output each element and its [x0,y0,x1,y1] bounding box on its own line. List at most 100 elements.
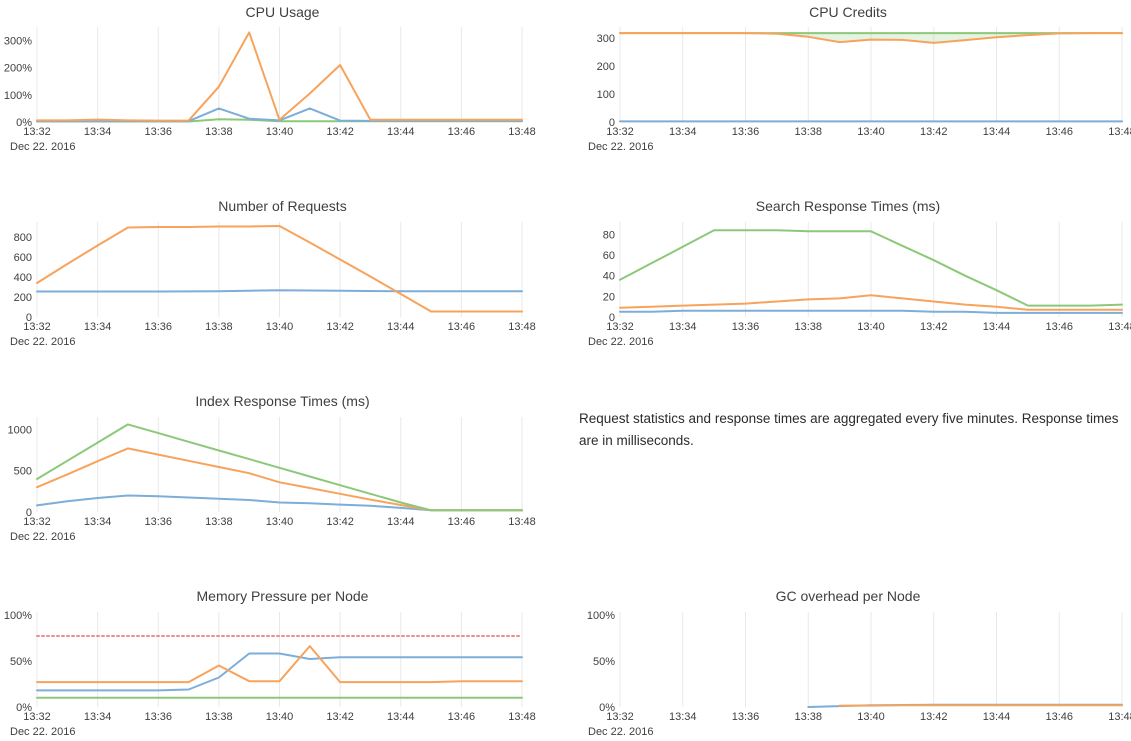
chart-title-memory-pressure: Memory Pressure per Node [196,588,369,604]
x-tick-label: 13:32 [606,711,634,723]
search-response-times-plot: 0 20 40 60 80 13:32 13:34 13:36 13:38 13:40 13:42 1… [588,222,1131,348]
x-tick-label: 13:36 [144,516,172,528]
x-tick-label: 13:42 [920,126,948,138]
x-tick-label: 13:44 [983,126,1011,138]
chart-title-cpu-usage: CPU Usage [245,4,320,20]
date-label: Dec 22. 2016 [10,141,75,153]
x-tick-label: 13:48 [508,126,536,138]
y-tick-label: 600 [14,252,32,264]
x-tick-label: 13:46 [448,126,476,138]
note-text: Request statistics and response times ar… [579,411,1119,448]
y-tick-label: 0 [26,312,32,324]
x-tick-label: 13:48 [508,711,536,723]
x-tick-label: 13:36 [732,711,760,723]
x-tick-label: 13:42 [326,321,354,333]
x-tick-label: 13:34 [669,321,697,333]
y-tick-label: 100 [597,89,615,101]
x-tick-label: 13:38 [205,126,233,138]
date-label: Dec 22. 2016 [588,336,653,348]
x-tick-label: 13:44 [387,711,415,723]
x-tick-label: 13:32 [23,711,51,723]
search-response-times-series-orange [619,294,1123,311]
chart-memory-pressure: Memory Pressure per Node 0% 50% 100% 13:32 1… [0,578,565,741]
y-tick-label: 300% [4,36,32,48]
x-tick-label: 13:42 [326,516,354,528]
chart-number-of-requests: Number of Requests 0 200 400 600 800 13:32 13:… [0,188,565,373]
x-tick-label: 13:40 [266,711,294,723]
cpu-credits-series-orange [619,32,1123,44]
x-tick-label: 13:40 [857,321,885,333]
x-tick-label: 13:32 [23,321,51,333]
y-tick-label: 400 [14,272,32,284]
x-tick-label: 13:32 [23,126,51,138]
y-tick-label: 60 [603,250,615,262]
x-tick-label: 13:38 [205,321,233,333]
y-tick-label: 0 [609,117,615,129]
x-tick-label: 13:44 [387,126,415,138]
index-response-times-series-green [36,423,523,512]
x-tick-label: 13:40 [857,711,885,723]
y-tick-label: 80 [603,229,615,241]
number-of-requests-plot: 0 200 400 600 800 13:32 13:34 13:36 13:38 13:40 13… [10,222,536,348]
x-tick-label: 13:34 [669,711,697,723]
x-tick-label: 13:32 [23,516,51,528]
x-tick-label: 13:34 [84,516,112,528]
x-tick-label: 13:40 [266,516,294,528]
y-tick-label: 0 [26,507,32,519]
x-tick-label: 13:46 [448,321,476,333]
x-tick-label: 13:34 [84,321,112,333]
chart-cpu-usage: CPU Usage 0% 100% 200% 300% 13:32 13:34 13:36 1… [0,0,565,185]
x-tick-label: 13:34 [84,711,112,723]
y-tick-label: 100% [4,610,32,622]
x-tick-label: 13:36 [732,321,760,333]
x-tick-label: 13:32 [606,126,634,138]
x-tick-label: 13:44 [387,516,415,528]
y-tick-label: 1000 [8,424,32,436]
chart-title-gc-overhead: GC overhead per Node [775,588,921,604]
y-tick-label: 800 [14,232,32,244]
y-tick-label: 200 [597,61,615,73]
x-tick-label: 13:38 [794,126,822,138]
x-tick-label: 13:42 [920,711,948,723]
y-tick-label: 0% [16,702,32,714]
chart-index-response-times: Index Response Times (ms) 0 500 1000 13:32 1… [0,383,565,568]
x-tick-label: 13:40 [857,126,885,138]
number-of-requests-series-blue [36,289,523,293]
number-of-requests-series-orange [36,225,523,313]
chart-title-index-response-times: Index Response Times (ms) [195,393,370,409]
chart-search-response-times: Search Response Times (ms) 0 20 40 60 80 13:3… [565,188,1131,373]
chart-title-search-response-times: Search Response Times (ms) [755,198,941,214]
chart-cpu-credits: CPU Credits 0 100 200 300 13:32 13:34 13:36 13:… [565,0,1131,185]
x-tick-label: 13:42 [920,321,948,333]
cpu-credits-plot: 0 100 200 300 13:32 13:34 13:36 13:38 13:40 13:42… [588,27,1131,153]
x-tick-label: 13:40 [266,321,294,333]
x-tick-label: 13:48 [1108,126,1131,138]
x-tick-label: 13:46 [1045,711,1073,723]
x-tick-label: 13:36 [732,126,760,138]
x-tick-label: 13:36 [144,321,172,333]
x-tick-label: 13:34 [669,126,697,138]
cpu-usage-plot: 0% 100% 200% 300% 13:32 13:34 13:36 13:38 13:40 1… [4,27,536,153]
x-tick-label: 13:48 [1108,321,1131,333]
chart-gc-overhead: GC overhead per Node 0% 50% 100% 13:32 13:34… [565,578,1131,741]
memory-pressure-plot: 0% 50% 100% 13:32 13:34 13:36 13:38 13:40 13:42 1… [4,610,536,738]
x-tick-label: 13:38 [794,321,822,333]
chart-title-cpu-credits: CPU Credits [809,4,887,20]
date-label: Dec 22. 2016 [10,336,75,348]
date-label: Dec 22. 2016 [588,141,653,153]
y-tick-label: 50% [10,656,32,668]
x-tick-label: 13:34 [84,126,112,138]
x-tick-label: 13:48 [508,516,536,528]
y-tick-label: 50% [593,656,615,668]
x-tick-label: 13:36 [144,126,172,138]
date-label: Dec 22. 2016 [10,531,75,543]
x-tick-label: 13:46 [448,711,476,723]
x-tick-label: 13:48 [1108,711,1131,723]
date-label: Dec 22. 2016 [588,726,653,738]
y-tick-label: 40 [603,271,615,283]
gc-overhead-plot: 0% 50% 100% 13:32 13:34 13:36 13:38 13:40 13:42 1… [587,610,1131,738]
date-label: Dec 22. 2016 [10,726,75,738]
x-tick-label: 13:42 [326,711,354,723]
x-tick-label: 13:42 [326,126,354,138]
